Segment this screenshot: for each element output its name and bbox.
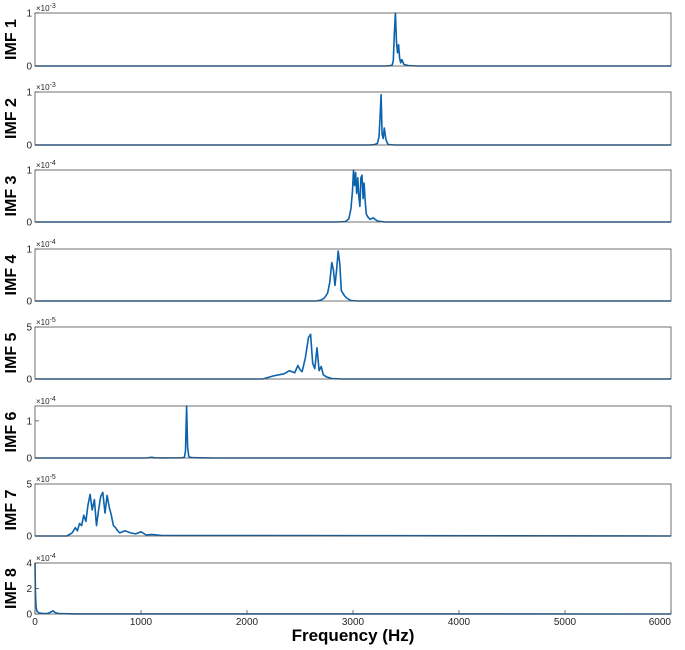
imf-panel-5: 0 5 ×10-5 IMF 5: [3, 317, 672, 386]
y-multiplier-label: ×10-5: [36, 474, 56, 484]
y-multiplier-exponent: -4: [50, 553, 56, 560]
y-multiplier-label: ×10-4: [36, 553, 56, 563]
imf-1-ylabel: IMF 1: [3, 19, 20, 60]
imf-2-ylabel: IMF 2: [3, 98, 20, 139]
plot-frame: [34, 483, 672, 537]
imf-6-ylabel: IMF 6: [3, 411, 20, 452]
imf-4-ylabel: IMF 4: [3, 254, 20, 295]
y-tick-label: 1: [26, 88, 32, 99]
x-tick-label: 0: [32, 617, 38, 628]
imf-8-spectrum-line: [34, 562, 672, 615]
imf-panel-2: 0 1 ×10-3 IMF 2: [3, 82, 672, 152]
imf-7-ylabel: IMF 7: [3, 489, 20, 530]
y-multiplier-exponent: -4: [50, 396, 56, 403]
imf-8-ylabel: IMF 8: [3, 568, 20, 609]
imf-panel-3: 0 1 ×10-4 IMF 3: [3, 160, 672, 229]
y-tick-label: 1: [26, 245, 32, 256]
x-tick-label: 2000: [236, 617, 259, 628]
x-axis-group: 0 1000 2000 3000 4000 5000 6000: [32, 610, 671, 628]
imf-3-ylabel: IMF 3: [3, 175, 20, 216]
y-tick-label: 4: [26, 559, 32, 570]
panels-group: 0 1 ×10-3 IMF 1 0 1 ×10-3 IMF 2 0 1 ×10-4 IMF 3 0 1 ×1…: [3, 3, 672, 621]
plot-frame: [34, 405, 672, 459]
y-multiplier-label: ×10-4: [36, 396, 56, 406]
plot-frame: [34, 12, 672, 67]
y-tick-label: 5: [26, 480, 32, 491]
y-tick-label: 0: [26, 62, 32, 73]
y-tick-label: 0: [26, 218, 32, 229]
y-multiplier-label: ×10-3: [36, 3, 56, 13]
plot-frame: [34, 169, 672, 223]
y-multiplier-exponent: -5: [50, 474, 56, 481]
plot-frame: [34, 326, 672, 380]
y-tick-label: 1: [26, 416, 32, 427]
imf-panel-1: 0 1 ×10-3 IMF 1: [3, 3, 672, 73]
plot-frame: [34, 248, 672, 302]
y-tick-label: 0: [26, 454, 32, 465]
imf-panel-8: 0 2 4 ×10-4 IMF 8: [3, 553, 672, 621]
x-tick-label: 6000: [649, 617, 672, 628]
y-multiplier-label: ×10-5: [36, 317, 56, 327]
x-tick-label: 4000: [448, 617, 471, 628]
imf-6-spectrum-line: [35, 405, 671, 459]
y-multiplier-exponent: -3: [50, 82, 56, 89]
imf-panel-7: 0 5 ×10-5 IMF 7: [3, 474, 672, 543]
imf-5-spectrum-line: [35, 333, 671, 380]
imf-3-spectrum-line: [35, 169, 671, 223]
x-tick-label: 5000: [554, 617, 577, 628]
y-multiplier-label: ×10-3: [36, 82, 56, 92]
imf-4-spectrum-line: [35, 250, 671, 302]
y-multiplier-exponent: -4: [50, 160, 56, 167]
y-tick-label: 1: [26, 166, 32, 177]
x-axis-label: Frequency (Hz): [292, 626, 415, 645]
y-tick-label: 2: [26, 584, 32, 595]
plot-frame: [34, 91, 672, 146]
imf-1-spectrum-line: [35, 12, 671, 67]
y-tick-label: 0: [26, 297, 32, 308]
imf-panel-4: 0 1 ×10-4 IMF 4: [3, 239, 672, 308]
y-multiplier-label: ×10-4: [36, 239, 56, 249]
imf-panel-6: 0 1 ×10-4 IMF 6: [3, 396, 672, 465]
imf-2-spectrum-line: [35, 93, 671, 146]
y-tick-label: 5: [26, 323, 32, 334]
y-tick-label: 1: [26, 9, 32, 20]
x-tick-label: 1000: [130, 617, 153, 628]
y-tick-label: 0: [26, 610, 32, 621]
imf-5-ylabel: IMF 5: [3, 332, 20, 373]
y-tick-label: 0: [26, 141, 32, 152]
y-tick-label: 0: [26, 532, 32, 543]
y-multiplier-label: ×10-4: [36, 160, 56, 170]
y-multiplier-exponent: -3: [50, 3, 56, 10]
plot-frame: [34, 562, 672, 615]
x-tick-label: 3000: [342, 617, 365, 628]
y-multiplier-exponent: -4: [50, 239, 56, 246]
y-multiplier-exponent: -5: [50, 317, 56, 324]
y-tick-label: 0: [26, 375, 32, 386]
imf-7-spectrum-line: [35, 491, 672, 537]
